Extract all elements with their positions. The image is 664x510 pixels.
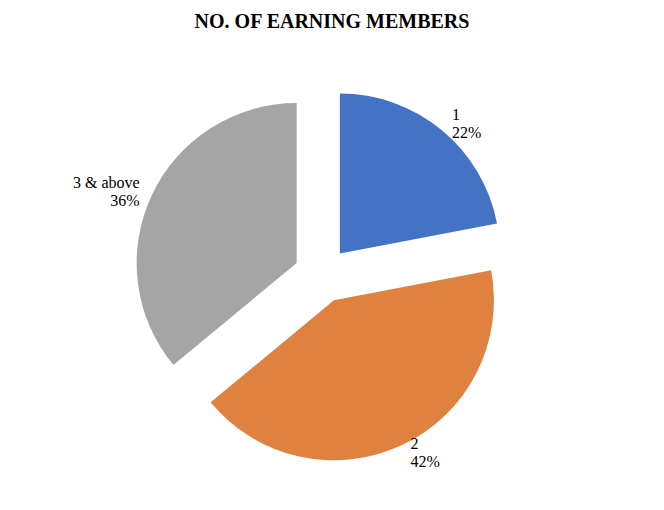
svg-text:NO. OF EARNING MEMBERS: NO. OF EARNING MEMBERS	[195, 10, 470, 32]
svg-text:42%: 42%	[410, 453, 439, 470]
svg-text:36%: 36%	[110, 192, 139, 209]
svg-text:22%: 22%	[452, 124, 481, 141]
svg-text:3 & above: 3 & above	[73, 174, 140, 191]
svg-text:2: 2	[410, 435, 418, 452]
svg-text:1: 1	[452, 106, 460, 123]
